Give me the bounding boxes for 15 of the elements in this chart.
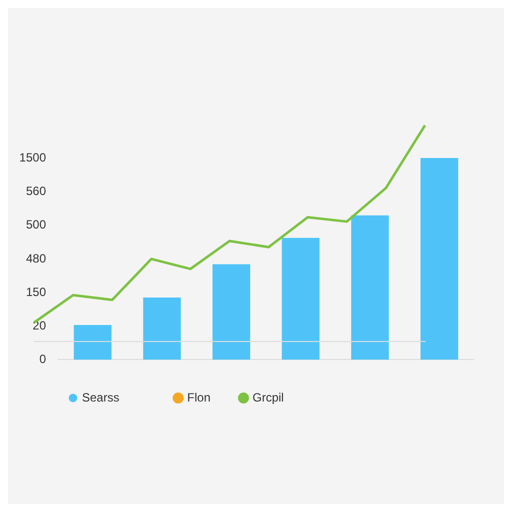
- annotation: 1500: [19, 150, 46, 165]
- bar: [351, 215, 389, 360]
- annotation: 480: [26, 251, 46, 266]
- legend-label: Searss: [82, 390, 120, 404]
- annotation: 150: [26, 284, 46, 299]
- annotation: 500: [26, 218, 46, 232]
- bar: [282, 238, 320, 360]
- legend-label: Grcpil: [252, 390, 284, 404]
- bar: [74, 325, 112, 360]
- legend-label: Flon: [187, 390, 211, 404]
- bar: [420, 158, 458, 360]
- text: 0: [39, 352, 46, 366]
- bar: [143, 297, 181, 360]
- bar: [212, 264, 250, 360]
- annotation: 560: [26, 184, 46, 198]
